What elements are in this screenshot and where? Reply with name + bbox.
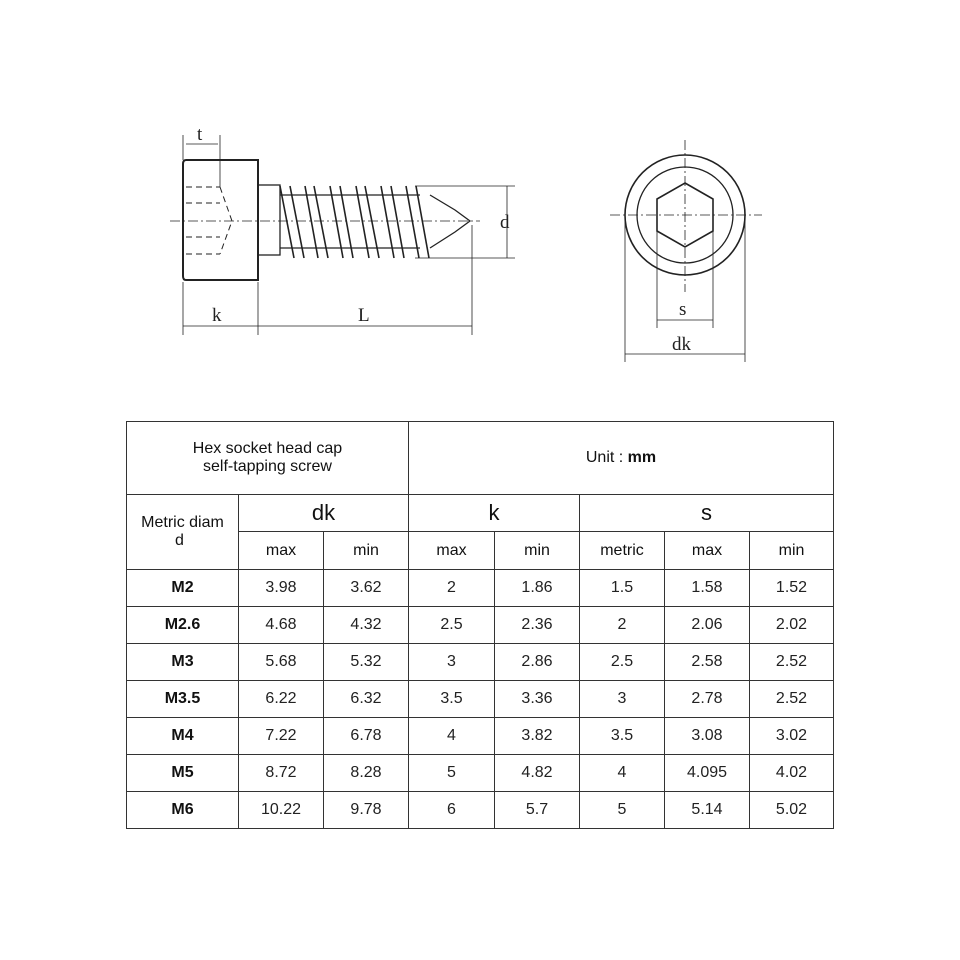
table-row: M4 7.22 6.78 4 3.82 3.5 3.08 3.02: [126, 717, 834, 755]
subheader-min: min: [749, 531, 834, 570]
table-body: M2 3.98 3.62 2 1.86 1.5 1.58 1.52 M2.6 4.68 4.32 2.…: [126, 569, 834, 829]
value-cell: 5: [579, 791, 665, 829]
value-cell: 2.86: [494, 643, 580, 681]
diam-symbol: d: [175, 532, 184, 549]
size-cell: M2: [126, 569, 239, 607]
table-row: M3.5 6.22 6.32 3.5 3.36 3 2.78 2.52: [126, 680, 834, 718]
value-cell: 4: [408, 717, 495, 755]
unit-value: mm: [627, 449, 657, 466]
group-s: s: [579, 494, 834, 532]
subheader-max: max: [664, 531, 750, 570]
t-label: t: [197, 124, 203, 145]
unit-cell: Unit : mm: [408, 421, 834, 495]
value-cell: 1.52: [749, 569, 834, 607]
value-cell: 6.32: [323, 680, 409, 718]
size-cell: M2.6: [126, 606, 239, 644]
value-cell: 10.22: [238, 791, 324, 829]
value-cell: 2.06: [664, 606, 750, 644]
s-label: s: [679, 299, 686, 320]
l-label: L: [358, 305, 370, 326]
value-cell: 3.5: [579, 717, 665, 755]
value-cell: 2.52: [749, 680, 834, 718]
value-cell: 6.22: [238, 680, 324, 718]
value-cell: 8.72: [238, 754, 324, 792]
value-cell: 3: [408, 643, 495, 681]
value-cell: 5.32: [323, 643, 409, 681]
value-cell: 1.58: [664, 569, 750, 607]
subheader-min: min: [323, 531, 409, 570]
value-cell: 3.98: [238, 569, 324, 607]
value-cell: 2: [408, 569, 495, 607]
value-cell: 2.78: [664, 680, 750, 718]
value-cell: 2.58: [664, 643, 750, 681]
unit-label: Unit :: [585, 449, 624, 466]
k-label: k: [212, 305, 222, 326]
group-k: k: [408, 494, 580, 532]
group-dk: dk: [238, 494, 409, 532]
value-cell: 1.5: [579, 569, 665, 607]
subheader-max: max: [408, 531, 495, 570]
value-cell: 3.5: [408, 680, 495, 718]
value-cell: 3.08: [664, 717, 750, 755]
table-row: M2 3.98 3.62 2 1.86 1.5 1.58 1.52: [126, 569, 834, 607]
size-cell: M5: [126, 754, 239, 792]
value-cell: 3.02: [749, 717, 834, 755]
screw-technical-drawing: t k L d s dk: [170, 124, 762, 362]
value-cell: 4.82: [494, 754, 580, 792]
value-cell: 3.62: [323, 569, 409, 607]
size-cell: M3: [126, 643, 239, 681]
dimension-table: Hex socket head cap self-tapping screw U…: [126, 421, 834, 829]
value-cell: 3.82: [494, 717, 580, 755]
value-cell: 2: [579, 606, 665, 644]
value-cell: 5.02: [749, 791, 834, 829]
size-cell: M4: [126, 717, 239, 755]
table-row: M3 5.68 5.32 3 2.86 2.5 2.58 2.52: [126, 643, 834, 681]
table-row: M6 10.22 9.78 6 5.7 5 5.14 5.02: [126, 791, 834, 829]
title-line-1: Hex socket head cap: [192, 440, 343, 457]
table-row: M2.6 4.68 4.32 2.5 2.36 2 2.06 2.02: [126, 606, 834, 644]
subheader-min: min: [494, 531, 580, 570]
value-cell: 5.7: [494, 791, 580, 829]
value-cell: 4.32: [323, 606, 409, 644]
value-cell: 1.86: [494, 569, 580, 607]
value-cell: 5: [408, 754, 495, 792]
diam-label: Metric diam: [141, 514, 224, 531]
side-view: [170, 135, 515, 335]
value-cell: 3: [579, 680, 665, 718]
value-cell: 2.36: [494, 606, 580, 644]
value-cell: 7.22: [238, 717, 324, 755]
value-cell: 2.02: [749, 606, 834, 644]
value-cell: 4: [579, 754, 665, 792]
value-cell: 2.52: [749, 643, 834, 681]
subheader-max: max: [238, 531, 324, 570]
size-cell: M3.5: [126, 680, 239, 718]
size-cell: M6: [126, 791, 239, 829]
value-cell: 8.28: [323, 754, 409, 792]
value-cell: 3.36: [494, 680, 580, 718]
value-cell: 4.02: [749, 754, 834, 792]
table-title: Hex socket head cap self-tapping screw: [126, 421, 409, 495]
value-cell: 2.5: [579, 643, 665, 681]
value-cell: 9.78: [323, 791, 409, 829]
value-cell: 4.68: [238, 606, 324, 644]
value-cell: 6.78: [323, 717, 409, 755]
value-cell: 6: [408, 791, 495, 829]
value-cell: 4.095: [664, 754, 750, 792]
subheader-row: max min max min metric max min: [127, 531, 834, 570]
dk-label: dk: [672, 334, 692, 355]
value-cell: 5.68: [238, 643, 324, 681]
title-line-2: self-tapping screw: [203, 458, 332, 475]
top-view: [610, 140, 762, 362]
diam-header: Metric diam d: [126, 494, 239, 570]
value-cell: 2.5: [408, 606, 495, 644]
table-row: M5 8.72 8.28 5 4.82 4 4.095 4.02: [126, 754, 834, 792]
value-cell: 5.14: [664, 791, 750, 829]
subheader-metric: metric: [579, 531, 665, 570]
d-label: d: [500, 212, 510, 233]
